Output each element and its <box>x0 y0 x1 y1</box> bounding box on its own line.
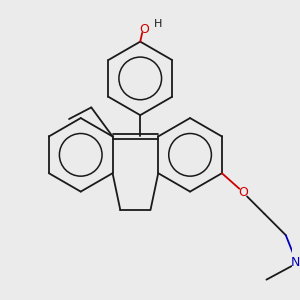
Text: H: H <box>154 19 162 29</box>
Text: O: O <box>139 22 149 36</box>
Text: N: N <box>291 256 300 269</box>
Text: O: O <box>238 186 248 199</box>
